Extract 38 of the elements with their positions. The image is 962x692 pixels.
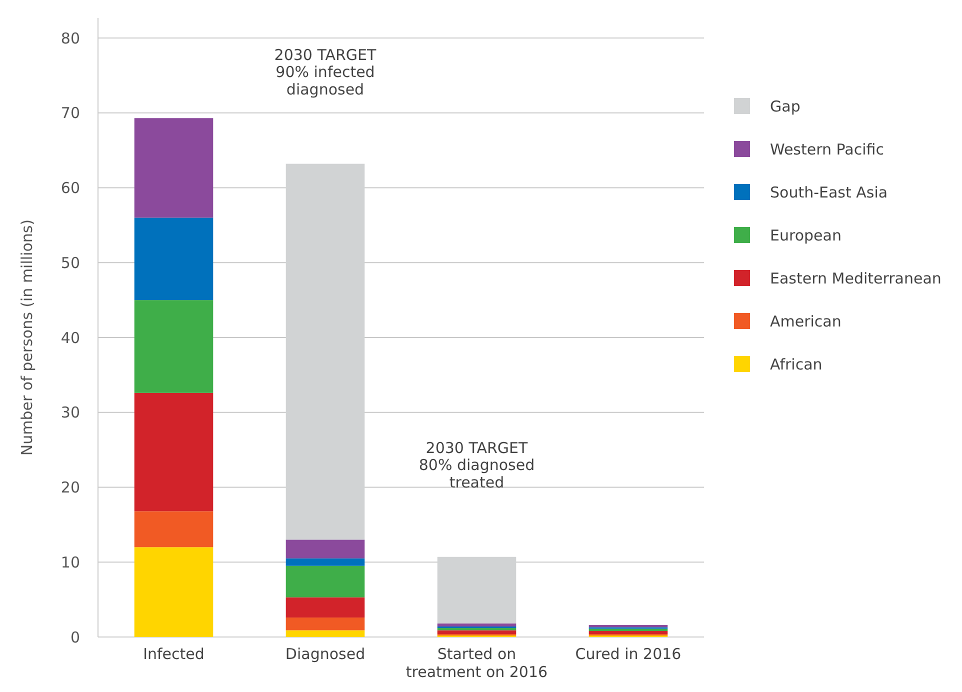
annotation: 2030 TARGET 90% infected diagnosed xyxy=(274,46,378,98)
bar xyxy=(437,630,516,634)
x-tick-label: Diagnosed xyxy=(285,645,366,663)
bar xyxy=(286,618,365,630)
bar xyxy=(134,511,214,548)
bar xyxy=(134,118,214,218)
y-tick-label: 70 xyxy=(60,104,80,122)
y-tick-label: 40 xyxy=(60,328,80,347)
y-tick-label: 10 xyxy=(60,553,80,572)
y-tick-label: 50 xyxy=(60,254,80,272)
y-tick-label: 30 xyxy=(60,404,80,422)
y-tick-label: 20 xyxy=(60,478,80,496)
legend-label: South-East Asia xyxy=(770,183,888,202)
y-tick-label: 0 xyxy=(70,628,80,646)
legend-label: American xyxy=(770,312,842,330)
x-tick-label: Infected xyxy=(143,645,204,663)
legend-label: Gap xyxy=(770,97,800,116)
legend-label: Eastern Mediterranean xyxy=(770,269,942,288)
y-axis-title: Number of persons (in millions) xyxy=(18,219,36,456)
bar xyxy=(437,624,516,627)
annotation: 2030 TARGET 80% diagnosed treated xyxy=(418,438,535,492)
legend-label: European xyxy=(770,226,842,244)
bar xyxy=(286,597,365,618)
y-tick-label: 60 xyxy=(60,179,80,197)
y-tick-label: 80 xyxy=(60,29,80,48)
bar xyxy=(286,540,365,558)
bar xyxy=(134,218,214,300)
bar xyxy=(588,631,668,634)
bar xyxy=(134,392,214,512)
legend-label: African xyxy=(770,355,822,374)
bar xyxy=(286,630,365,637)
bar xyxy=(286,566,365,598)
legend-label: Western Pacific xyxy=(770,140,884,158)
bar xyxy=(134,547,214,637)
x-tick-label: Cured in 2016 xyxy=(575,645,682,663)
x-tick-label: Started on treatment on 2016 xyxy=(406,645,548,681)
bar xyxy=(286,558,365,566)
bar xyxy=(134,300,214,393)
